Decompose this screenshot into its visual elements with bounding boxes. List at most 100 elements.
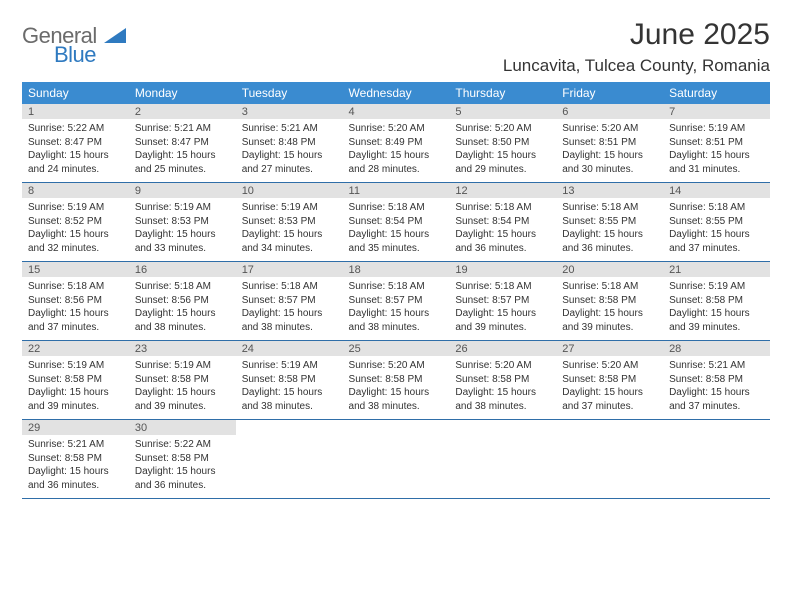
calendar-day-cell: 19Sunrise: 5:18 AMSunset: 8:57 PMDayligh… — [449, 262, 556, 341]
calendar-day-cell: 5Sunrise: 5:20 AMSunset: 8:50 PMDaylight… — [449, 104, 556, 183]
calendar-body: 1Sunrise: 5:22 AMSunset: 8:47 PMDaylight… — [22, 104, 770, 499]
daylight-line: Daylight: 15 hours and 38 minutes. — [135, 307, 230, 334]
day-details: Sunrise: 5:18 AMSunset: 8:57 PMDaylight:… — [343, 277, 450, 340]
calendar-week-row: 8Sunrise: 5:19 AMSunset: 8:52 PMDaylight… — [22, 183, 770, 262]
sunset-line: Sunset: 8:55 PM — [669, 215, 764, 229]
calendar-day-cell: 20Sunrise: 5:18 AMSunset: 8:58 PMDayligh… — [556, 262, 663, 341]
daylight-line: Daylight: 15 hours and 38 minutes. — [349, 307, 444, 334]
calendar-day-cell: 8Sunrise: 5:19 AMSunset: 8:52 PMDaylight… — [22, 183, 129, 262]
day-details: Sunrise: 5:19 AMSunset: 8:53 PMDaylight:… — [129, 198, 236, 261]
daylight-line: Daylight: 15 hours and 28 minutes. — [349, 149, 444, 176]
day-number: 25 — [343, 341, 450, 356]
sunset-line: Sunset: 8:57 PM — [455, 294, 550, 308]
sunrise-line: Sunrise: 5:18 AM — [242, 280, 337, 294]
weekday-header: Tuesday — [236, 82, 343, 104]
calendar-day-cell: 30Sunrise: 5:22 AMSunset: 8:58 PMDayligh… — [129, 420, 236, 499]
brand-logo: General Blue — [22, 26, 126, 66]
day-number: 9 — [129, 183, 236, 198]
calendar-day-cell: 25Sunrise: 5:20 AMSunset: 8:58 PMDayligh… — [343, 341, 450, 420]
daylight-line: Daylight: 15 hours and 39 minutes. — [562, 307, 657, 334]
day-number: 14 — [663, 183, 770, 198]
sunrise-line: Sunrise: 5:18 AM — [669, 201, 764, 215]
day-number: 28 — [663, 341, 770, 356]
sunset-line: Sunset: 8:49 PM — [349, 136, 444, 150]
location-subtitle: Luncavita, Tulcea County, Romania — [503, 56, 770, 76]
sunrise-line: Sunrise: 5:20 AM — [455, 122, 550, 136]
sunrise-line: Sunrise: 5:18 AM — [455, 201, 550, 215]
brand-word-2: Blue — [54, 45, 126, 66]
sunset-line: Sunset: 8:58 PM — [242, 373, 337, 387]
day-number: 12 — [449, 183, 556, 198]
day-number: 22 — [22, 341, 129, 356]
sunset-line: Sunset: 8:58 PM — [562, 373, 657, 387]
day-details: Sunrise: 5:19 AMSunset: 8:51 PMDaylight:… — [663, 119, 770, 182]
day-number: 5 — [449, 104, 556, 119]
sunrise-line: Sunrise: 5:21 AM — [135, 122, 230, 136]
sunset-line: Sunset: 8:55 PM — [562, 215, 657, 229]
calendar-day-cell: 26Sunrise: 5:20 AMSunset: 8:58 PMDayligh… — [449, 341, 556, 420]
calendar-day-cell: 12Sunrise: 5:18 AMSunset: 8:54 PMDayligh… — [449, 183, 556, 262]
daylight-line: Daylight: 15 hours and 36 minutes. — [135, 465, 230, 492]
day-details: Sunrise: 5:18 AMSunset: 8:54 PMDaylight:… — [449, 198, 556, 261]
sunset-line: Sunset: 8:58 PM — [669, 373, 764, 387]
calendar-day-cell: 24Sunrise: 5:19 AMSunset: 8:58 PMDayligh… — [236, 341, 343, 420]
weekday-header: Sunday — [22, 82, 129, 104]
day-details: Sunrise: 5:19 AMSunset: 8:58 PMDaylight:… — [129, 356, 236, 419]
calendar-day-cell: 16Sunrise: 5:18 AMSunset: 8:56 PMDayligh… — [129, 262, 236, 341]
day-details: Sunrise: 5:21 AMSunset: 8:47 PMDaylight:… — [129, 119, 236, 182]
sunrise-line: Sunrise: 5:20 AM — [349, 122, 444, 136]
weekday-header: Thursday — [449, 82, 556, 104]
daylight-line: Daylight: 15 hours and 37 minutes. — [669, 386, 764, 413]
day-number: 15 — [22, 262, 129, 277]
sunrise-line: Sunrise: 5:18 AM — [562, 280, 657, 294]
day-details: Sunrise: 5:18 AMSunset: 8:56 PMDaylight:… — [22, 277, 129, 340]
day-number: 6 — [556, 104, 663, 119]
day-details: Sunrise: 5:18 AMSunset: 8:58 PMDaylight:… — [556, 277, 663, 340]
sunset-line: Sunset: 8:56 PM — [135, 294, 230, 308]
calendar-day-cell — [449, 420, 556, 499]
sunset-line: Sunset: 8:57 PM — [349, 294, 444, 308]
sunrise-line: Sunrise: 5:19 AM — [242, 359, 337, 373]
calendar-day-cell — [663, 420, 770, 499]
daylight-line: Daylight: 15 hours and 37 minutes. — [562, 386, 657, 413]
day-details: Sunrise: 5:18 AMSunset: 8:57 PMDaylight:… — [449, 277, 556, 340]
calendar-day-cell: 21Sunrise: 5:19 AMSunset: 8:58 PMDayligh… — [663, 262, 770, 341]
calendar-day-cell — [343, 420, 450, 499]
day-number: 26 — [449, 341, 556, 356]
day-number: 3 — [236, 104, 343, 119]
day-number: 2 — [129, 104, 236, 119]
sunrise-line: Sunrise: 5:18 AM — [349, 201, 444, 215]
calendar-day-cell: 11Sunrise: 5:18 AMSunset: 8:54 PMDayligh… — [343, 183, 450, 262]
daylight-line: Daylight: 15 hours and 30 minutes. — [562, 149, 657, 176]
calendar-day-cell: 2Sunrise: 5:21 AMSunset: 8:47 PMDaylight… — [129, 104, 236, 183]
sunrise-line: Sunrise: 5:19 AM — [135, 201, 230, 215]
sunrise-line: Sunrise: 5:22 AM — [28, 122, 123, 136]
day-number: 24 — [236, 341, 343, 356]
sunset-line: Sunset: 8:58 PM — [669, 294, 764, 308]
sunset-line: Sunset: 8:54 PM — [455, 215, 550, 229]
day-details: Sunrise: 5:20 AMSunset: 8:51 PMDaylight:… — [556, 119, 663, 182]
day-details: Sunrise: 5:18 AMSunset: 8:55 PMDaylight:… — [556, 198, 663, 261]
day-number: 30 — [129, 420, 236, 435]
day-number: 23 — [129, 341, 236, 356]
day-details: Sunrise: 5:18 AMSunset: 8:57 PMDaylight:… — [236, 277, 343, 340]
sunrise-line: Sunrise: 5:22 AM — [135, 438, 230, 452]
sunset-line: Sunset: 8:48 PM — [242, 136, 337, 150]
brand-text: General Blue — [22, 26, 126, 66]
sunrise-line: Sunrise: 5:19 AM — [242, 201, 337, 215]
calendar-day-cell: 10Sunrise: 5:19 AMSunset: 8:53 PMDayligh… — [236, 183, 343, 262]
day-details: Sunrise: 5:19 AMSunset: 8:58 PMDaylight:… — [663, 277, 770, 340]
sunset-line: Sunset: 8:51 PM — [669, 136, 764, 150]
sunrise-line: Sunrise: 5:21 AM — [28, 438, 123, 452]
calendar-day-cell: 15Sunrise: 5:18 AMSunset: 8:56 PMDayligh… — [22, 262, 129, 341]
sunrise-line: Sunrise: 5:19 AM — [28, 359, 123, 373]
day-number: 11 — [343, 183, 450, 198]
day-details: Sunrise: 5:21 AMSunset: 8:48 PMDaylight:… — [236, 119, 343, 182]
daylight-line: Daylight: 15 hours and 38 minutes. — [455, 386, 550, 413]
day-number: 17 — [236, 262, 343, 277]
sunset-line: Sunset: 8:47 PM — [28, 136, 123, 150]
sunset-line: Sunset: 8:47 PM — [135, 136, 230, 150]
sunset-line: Sunset: 8:53 PM — [135, 215, 230, 229]
daylight-line: Daylight: 15 hours and 39 minutes. — [669, 307, 764, 334]
sunrise-line: Sunrise: 5:21 AM — [669, 359, 764, 373]
